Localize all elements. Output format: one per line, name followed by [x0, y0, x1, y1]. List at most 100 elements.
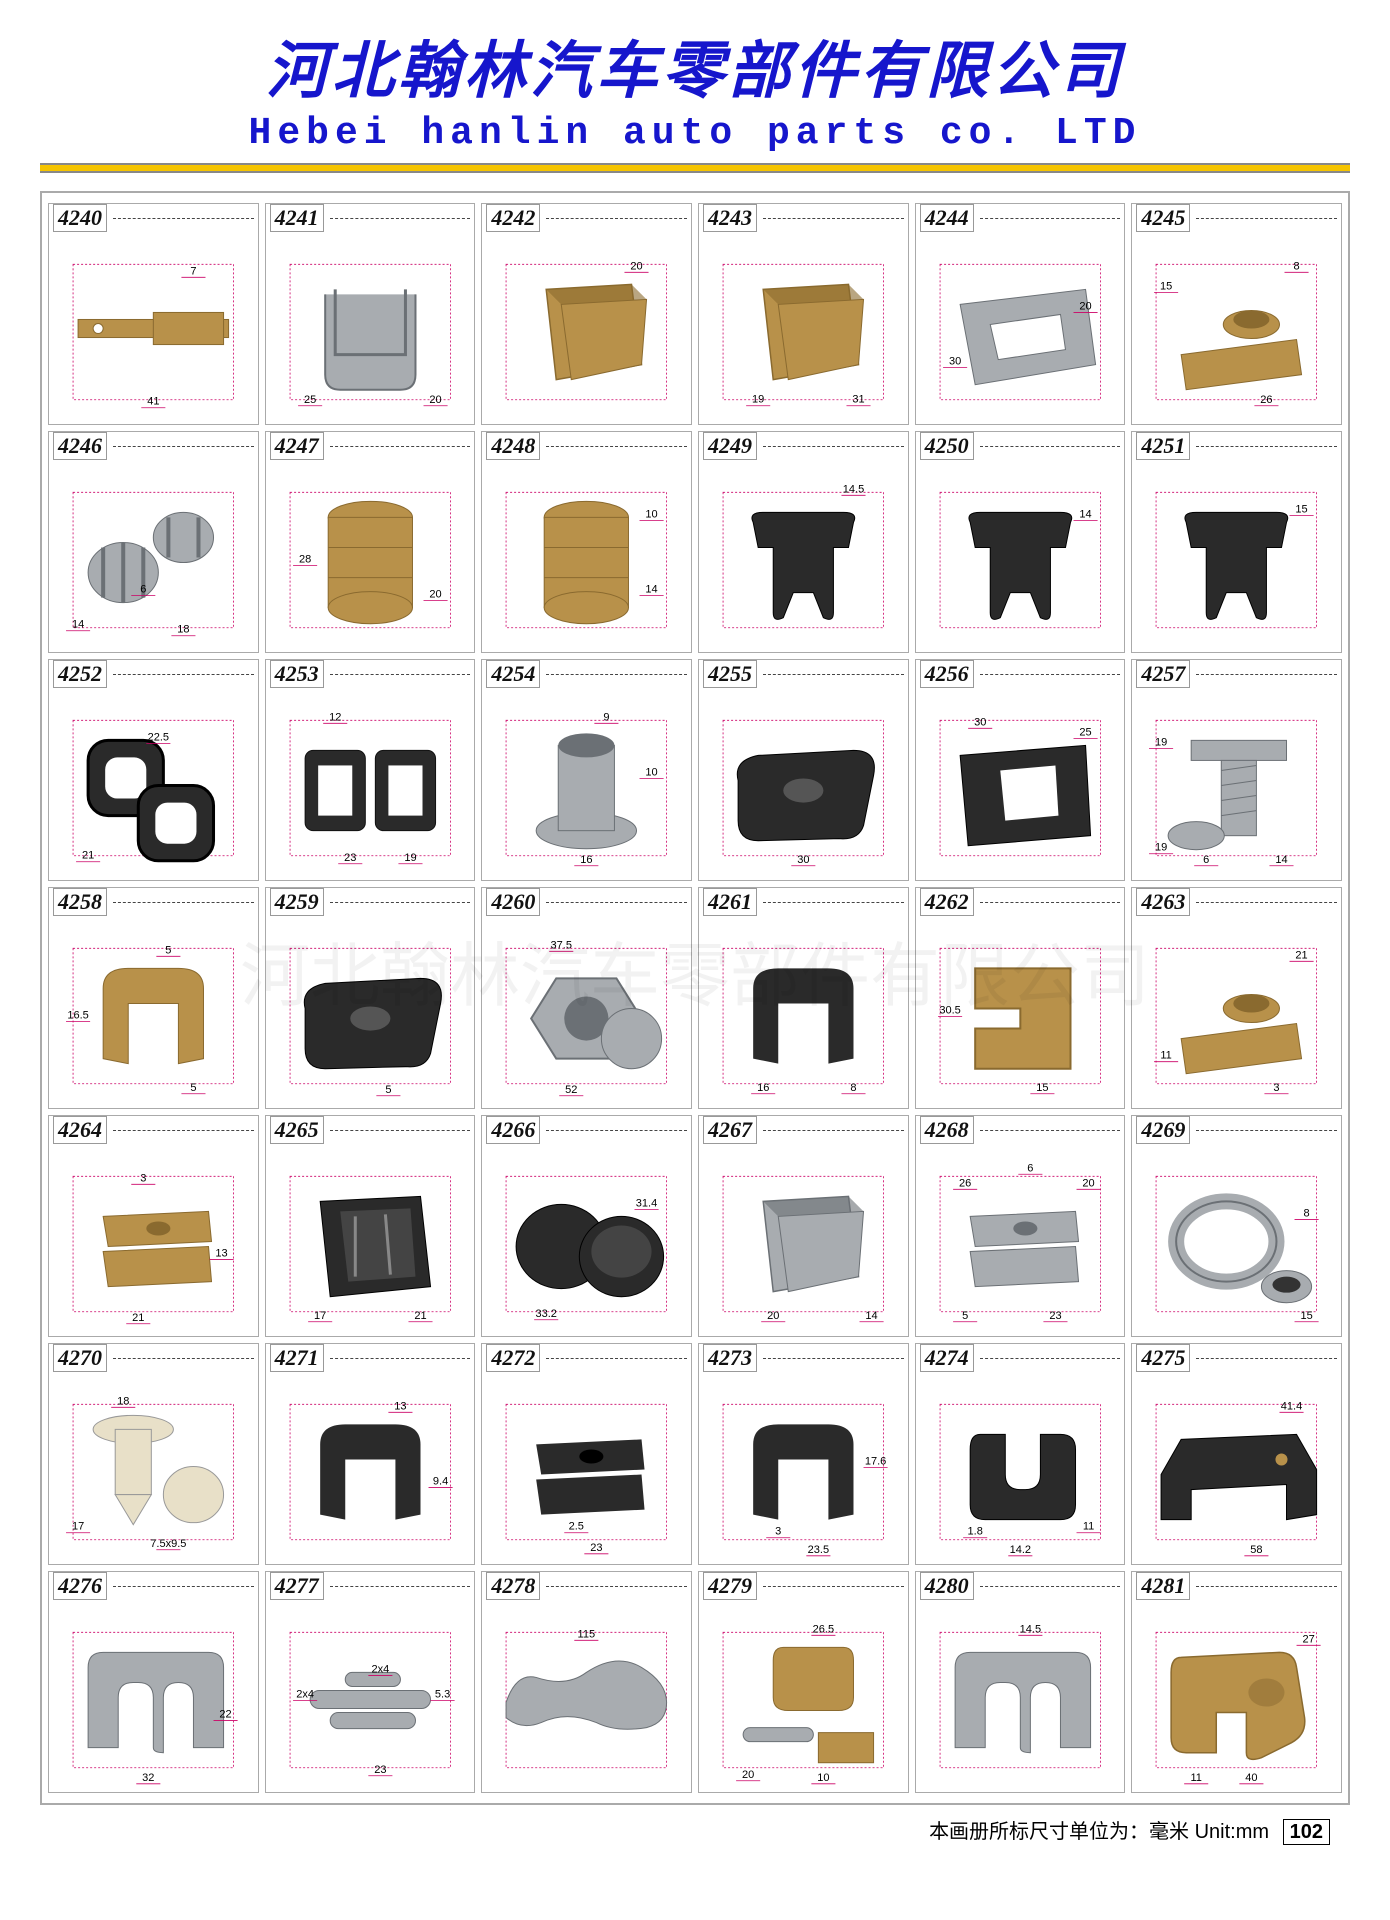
part-illustration: 12 23 19: [270, 690, 471, 876]
part-number: 4249: [703, 432, 757, 460]
part-illustration: 26 6 20 5 23: [920, 1146, 1121, 1332]
header-dash-line: [763, 1358, 904, 1359]
header-dash-line: [113, 1586, 254, 1587]
header-dash-line: [763, 902, 904, 903]
part-svg: 21 11 3: [1136, 918, 1337, 1104]
part-svg: 17.6 3 23.5: [703, 1374, 904, 1560]
svg-text:6: 6: [1203, 854, 1209, 866]
part-svg: 22.5 21: [53, 690, 254, 876]
part-number: 4268: [920, 1116, 974, 1144]
svg-text:20: 20: [429, 589, 441, 601]
svg-text:1.8: 1.8: [967, 1526, 982, 1538]
part-svg: 14: [920, 462, 1121, 648]
svg-text:16: 16: [581, 854, 593, 866]
svg-text:21: 21: [414, 1310, 426, 1322]
catalog-cell: 4240 7 41: [48, 203, 259, 425]
part-svg: 18 17 7.5x9.5: [53, 1374, 254, 1560]
catalog-cell: 4276 22 32: [48, 1571, 259, 1793]
part-illustration: 22.5 21: [53, 690, 254, 876]
svg-text:19: 19: [404, 852, 416, 864]
part-svg: 30: [703, 690, 904, 876]
cell-header: 4256: [916, 660, 1125, 688]
part-illustration: 30: [703, 690, 904, 876]
part-number: 4274: [920, 1344, 974, 1372]
cell-header: 4258: [49, 888, 258, 916]
part-svg: 15: [1136, 462, 1337, 648]
part-number: 4248: [486, 432, 540, 460]
header-dash-line: [546, 1130, 687, 1131]
cell-header: 4276: [49, 1572, 258, 1600]
part-svg: 26 6 20 5 23: [920, 1146, 1121, 1332]
svg-text:9.4: 9.4: [433, 1476, 448, 1488]
cell-header: 4250: [916, 432, 1125, 460]
header-dash-line: [1196, 1586, 1337, 1587]
part-svg: 14 6 18: [53, 462, 254, 648]
svg-text:19: 19: [1155, 736, 1167, 748]
catalog-cell: 4258 16.5 5 5: [48, 887, 259, 1109]
part-number: 4279: [703, 1572, 757, 1600]
header-dash-line: [980, 674, 1121, 675]
part-svg: 41.4 58: [1136, 1374, 1337, 1560]
part-svg: 2x4 2x4 5.3 23: [270, 1602, 471, 1788]
catalog-cell: 4279 26.5 20 10: [698, 1571, 909, 1793]
header-dash-line: [1196, 1358, 1337, 1359]
part-illustration: 25 20: [270, 234, 471, 420]
catalog-grid: 4240 7 41 4241: [48, 203, 1342, 1793]
part-svg: 1.8 11 14.2: [920, 1374, 1121, 1560]
svg-text:20: 20: [631, 260, 643, 272]
part-number: 4247: [270, 432, 324, 460]
header-dash-line: [980, 218, 1121, 219]
svg-text:17: 17: [314, 1310, 326, 1322]
page-number: 102: [1283, 1819, 1330, 1845]
part-illustration: 27 11 40: [1136, 1602, 1337, 1788]
svg-text:15: 15: [1301, 1310, 1313, 1322]
cell-header: 4245: [1132, 204, 1341, 232]
svg-text:3: 3: [1274, 1082, 1280, 1094]
cell-header: 4277: [266, 1572, 475, 1600]
part-svg: 27 11 40: [1136, 1602, 1337, 1788]
header-dash-line: [546, 446, 687, 447]
header-dash-line: [763, 1130, 904, 1131]
part-illustration: 30.5 15: [920, 918, 1121, 1104]
svg-text:20: 20: [1079, 300, 1091, 312]
catalog-cell: 4243 19 31: [698, 203, 909, 425]
header-dash-line: [330, 446, 471, 447]
svg-text:17.6: 17.6: [865, 1455, 886, 1467]
part-svg: 20: [486, 234, 687, 420]
part-number: 4280: [920, 1572, 974, 1600]
svg-text:26: 26: [959, 1177, 971, 1189]
cell-header: 4262: [916, 888, 1125, 916]
part-number: 4244: [920, 204, 974, 232]
part-number: 4265: [270, 1116, 324, 1144]
cell-header: 4240: [49, 204, 258, 232]
svg-text:6: 6: [140, 584, 146, 596]
catalog-cell: 4246 14 6 18: [48, 431, 259, 653]
header-dash-line: [330, 1130, 471, 1131]
catalog-cell: 4277 2x4 2x4 5.3 23: [265, 1571, 476, 1793]
catalog-cell: 4262 30.5 15: [915, 887, 1126, 1109]
part-number: 4240: [53, 204, 107, 232]
svg-text:2x4: 2x4: [296, 1689, 314, 1701]
svg-text:52: 52: [565, 1084, 577, 1096]
header-dash-line: [1196, 902, 1337, 903]
part-illustration: 22 32: [53, 1602, 254, 1788]
part-illustration: 9 10 16: [486, 690, 687, 876]
cell-header: 4265: [266, 1116, 475, 1144]
svg-text:20: 20: [1082, 1177, 1094, 1189]
catalog-cell: 4260 37.5 52: [481, 887, 692, 1109]
cell-header: 4275: [1132, 1344, 1341, 1372]
svg-text:13: 13: [394, 1400, 406, 1412]
part-number: 4260: [486, 888, 540, 916]
cell-header: 4259: [266, 888, 475, 916]
catalog-cell: 4280 14.5: [915, 1571, 1126, 1793]
svg-text:14.2: 14.2: [1009, 1544, 1030, 1556]
svg-text:2x4: 2x4: [371, 1663, 389, 1675]
svg-text:9: 9: [604, 711, 610, 723]
part-illustration: 14 6 18: [53, 462, 254, 648]
header-dash-line: [330, 674, 471, 675]
part-illustration: 2.5 23: [486, 1374, 687, 1560]
svg-text:10: 10: [646, 508, 658, 520]
part-svg: 115: [486, 1602, 687, 1788]
part-illustration: 21 11 3: [1136, 918, 1337, 1104]
catalog-cell: 4273 17.6 3 23.5: [698, 1343, 909, 1565]
